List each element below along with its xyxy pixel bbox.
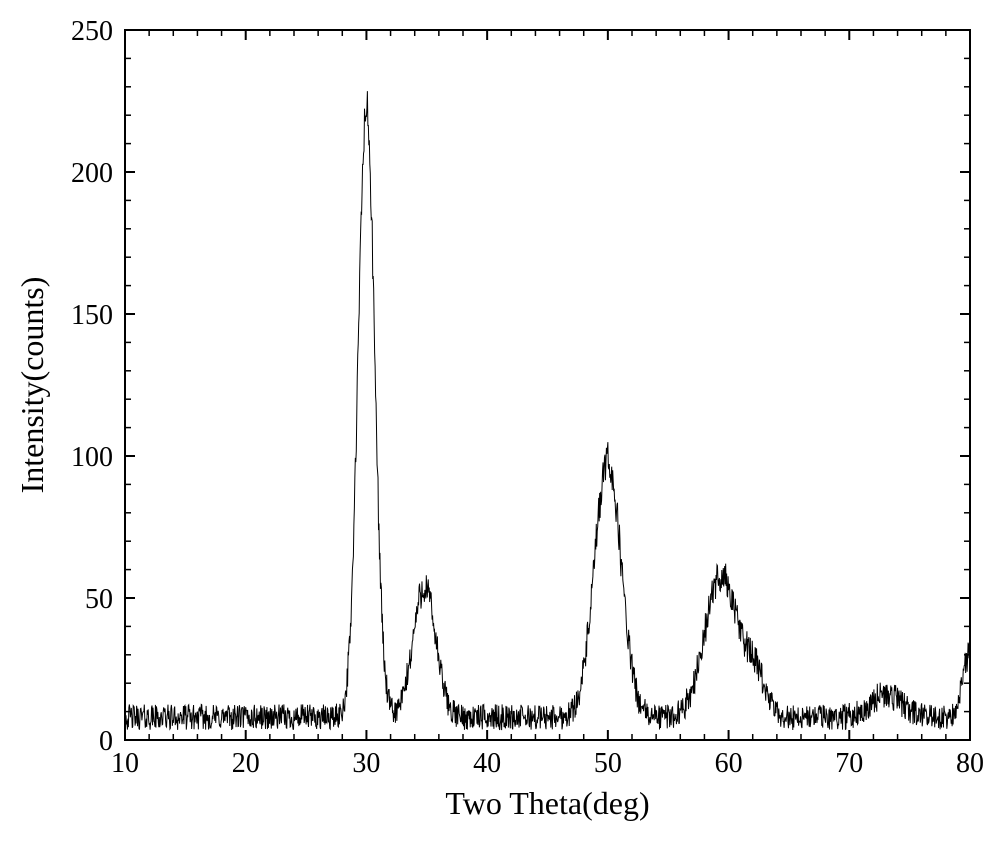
- chart-svg: 10 20 30 40 50 60 70 80 0 50 100 150 200 250 Two Theta…: [0, 0, 1000, 841]
- x-tick-label: 40: [473, 748, 501, 779]
- y-tick-label: 250: [71, 16, 113, 47]
- y-tick-label: 100: [71, 442, 113, 473]
- xrd-pattern-line: [125, 91, 970, 730]
- x-tick-label: 20: [232, 748, 260, 779]
- x-tick-label: 70: [835, 748, 863, 779]
- x-axis-title: Two Theta(deg): [445, 785, 649, 821]
- y-tick-label: 0: [99, 726, 113, 757]
- xrd-chart: 10 20 30 40 50 60 70 80 0 50 100 150 200 250 Two Theta…: [0, 0, 1000, 841]
- x-tick-label: 60: [715, 748, 743, 779]
- x-tick-label: 80: [956, 748, 984, 779]
- x-tick-label: 30: [352, 748, 380, 779]
- y-tick-label: 150: [71, 300, 113, 331]
- y-axis-title: Intensity(counts): [14, 277, 50, 494]
- x-tick-label: 50: [594, 748, 622, 779]
- y-tick-label: 200: [71, 158, 113, 189]
- x-tick-label: 10: [111, 748, 139, 779]
- y-tick-label: 50: [85, 584, 113, 615]
